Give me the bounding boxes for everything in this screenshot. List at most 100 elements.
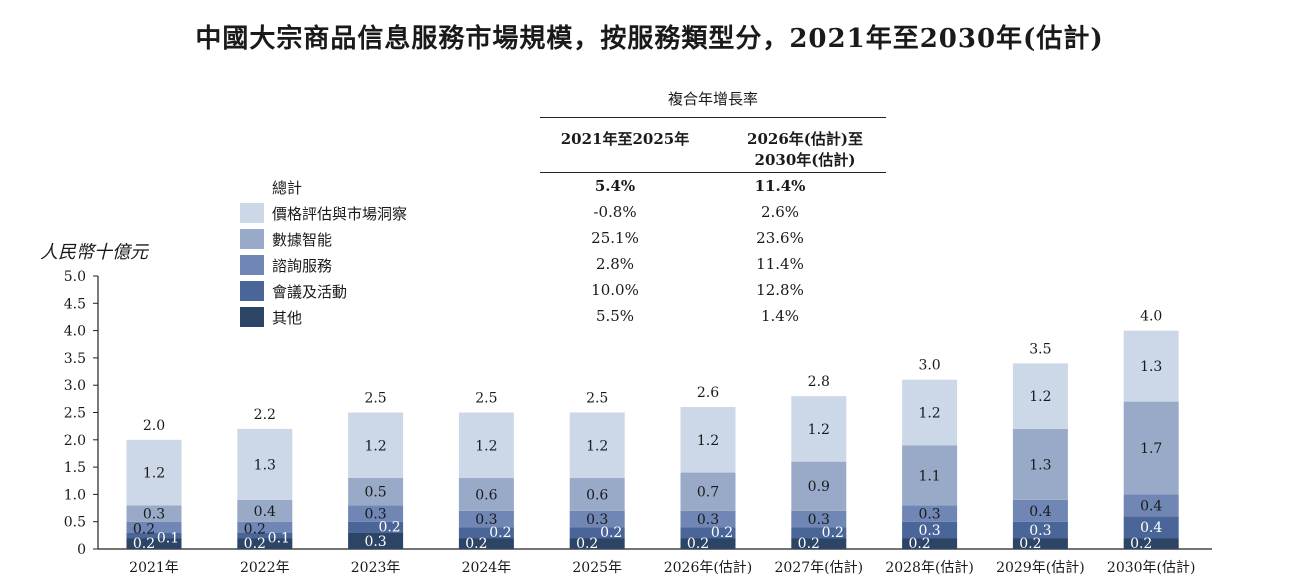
bar-segment — [458, 527, 514, 539]
bar-segment — [237, 532, 293, 539]
bar-segment — [791, 396, 847, 462]
segment-value-label: 0.5 — [364, 485, 386, 501]
bar-segment — [1123, 401, 1179, 495]
bar-total-label: 2.5 — [475, 391, 497, 407]
legend-label: 其他 — [272, 309, 303, 327]
cagr-heading: 複合年增長率 — [667, 90, 758, 108]
cagr-col2-line1: 2026年(估計)至 — [747, 130, 863, 148]
y-tick-label: 1.0 — [64, 487, 86, 503]
legend-swatch — [240, 307, 264, 327]
legend-cagr1: 5.5% — [595, 307, 635, 325]
legend-cagr1: 10.0% — [591, 281, 639, 299]
bar-segment — [902, 445, 958, 506]
bar-total-label: 2.0 — [143, 418, 165, 434]
segment-value-label: 0.2 — [711, 525, 733, 541]
bar-segment — [126, 538, 182, 549]
cagr-table-header: 複合年增長率 2021年至2025年 2026年(估計)至 2030年(估計) — [540, 88, 886, 173]
segment-value-label: 0.4 — [1140, 498, 1162, 514]
segment-value-label: 0.2 — [576, 536, 598, 552]
bar-segment — [458, 478, 514, 511]
legend-label: 數據智能 — [272, 231, 333, 249]
bar-segment — [1123, 538, 1179, 549]
cagr-bottom-rule — [540, 172, 886, 173]
bar-total-label: 4.0 — [1140, 309, 1162, 325]
segment-value-label: 0.2 — [133, 522, 155, 538]
x-tick-label: 2025年 — [572, 560, 622, 576]
legend-label: 會議及活動 — [272, 283, 348, 301]
segment-value-label: 1.3 — [254, 457, 276, 473]
segment-value-label: 0.2 — [1130, 536, 1152, 552]
x-tick-label: 2021年 — [129, 560, 179, 576]
bar-segment — [902, 379, 958, 446]
legend-swatch — [240, 281, 264, 301]
bar-segment — [569, 510, 625, 528]
legend-row-price: 價格評估與市場洞察 -0.8% 2.6% — [240, 201, 900, 227]
segment-value-label: 1.7 — [1140, 441, 1162, 457]
segment-value-label: 0.2 — [133, 536, 155, 552]
segment-value-label: 0.3 — [1029, 523, 1051, 539]
y-tick-label: 1.5 — [64, 460, 86, 476]
x-tick-label: 2028年(估計) — [885, 560, 974, 576]
legend-label: 諮詢服務 — [272, 257, 333, 275]
y-axis-label: 人民幣十億元 — [40, 242, 148, 263]
segment-value-label: 0.1 — [268, 531, 290, 547]
segment-value-label: 1.2 — [364, 438, 386, 454]
bar-total-label: 2.5 — [586, 391, 608, 407]
bar-segment — [1012, 363, 1068, 429]
bar-segment — [348, 412, 404, 479]
segment-value-label: 0.2 — [798, 536, 820, 552]
legend-row-consulting: 諮詢服務 2.8% 11.4% — [240, 253, 900, 279]
bar-segment — [126, 439, 182, 506]
y-tick-label: 3.0 — [64, 378, 86, 394]
x-tick-label: 2030年(估計) — [1107, 560, 1196, 576]
legend-cagr1: 2.8% — [595, 255, 635, 273]
bar-segment — [569, 527, 625, 539]
y-tick-label: 5.0 — [64, 269, 86, 285]
segment-value-label: 1.1 — [918, 468, 940, 484]
bar-segment — [791, 527, 847, 539]
bar-total-label: 2.5 — [364, 391, 386, 407]
bar-segment — [680, 407, 736, 473]
bar-segment — [680, 538, 736, 549]
bar-segment — [458, 538, 514, 549]
legend-row-events: 會議及活動 10.0% 12.8% — [240, 279, 900, 305]
bar-segment — [1012, 428, 1068, 500]
segment-value-label: 0.2 — [687, 536, 709, 552]
bar-segment — [1123, 516, 1179, 539]
bar-total-label: 3.0 — [918, 358, 940, 374]
legend-row-others: 其他 5.5% 1.4% — [240, 305, 900, 331]
bar-segment — [680, 472, 736, 511]
bar-segment — [458, 510, 514, 528]
cagr-col1-header: 2021年至2025年 — [560, 130, 690, 148]
legend-cagr2: 23.6% — [756, 229, 804, 247]
bar-total-label: 3.5 — [1029, 341, 1051, 357]
cagr-col2-header: 2026年(估計)至 2030年(估計) — [720, 128, 890, 170]
bar-segment — [237, 538, 293, 549]
bar-segment — [791, 510, 847, 528]
legend-cagr1: 25.1% — [591, 229, 639, 247]
bar-segment — [569, 412, 625, 479]
chart-title: 中國大宗商品信息服務市場規模，按服務類型分，2021年至2030年(估計) — [195, 24, 1104, 54]
segment-value-label: 0.3 — [364, 507, 386, 523]
legend-cagr1: -0.8% — [593, 203, 637, 221]
bar-segment — [902, 521, 958, 539]
bar-segment — [1012, 499, 1068, 522]
segment-value-label: 0.4 — [254, 504, 276, 520]
segment-value-label: 0.3 — [697, 512, 719, 528]
cagr-top-rule — [540, 117, 886, 118]
bar-segment — [569, 538, 625, 549]
x-tick-label: 2022年 — [240, 560, 290, 576]
legend-swatch — [240, 203, 264, 223]
bar-total-label: 2.8 — [808, 374, 830, 390]
segment-value-label: 1.2 — [697, 433, 719, 449]
segment-value-label: 1.3 — [1029, 457, 1051, 473]
y-tick-label: 2.5 — [64, 406, 86, 422]
segment-value-label: 0.1 — [157, 531, 179, 547]
segment-value-label: 0.3 — [808, 512, 830, 528]
segment-value-label: 1.2 — [586, 438, 608, 454]
segment-value-label: 0.3 — [475, 512, 497, 528]
segment-value-label: 0.2 — [822, 525, 844, 541]
segment-value-label: 0.6 — [586, 487, 608, 503]
segment-value-label: 0.2 — [244, 522, 266, 538]
